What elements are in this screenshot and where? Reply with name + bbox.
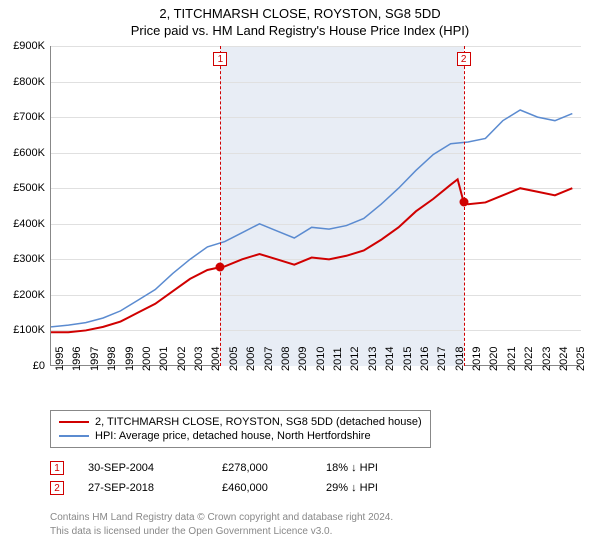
x-tick-label: 2021: [506, 347, 518, 371]
y-tick-label: £300K: [13, 253, 45, 265]
x-tick-label: 2017: [436, 347, 448, 371]
legend-label: HPI: Average price, detached house, Nort…: [95, 430, 371, 442]
y-tick-label: £0: [33, 360, 45, 372]
x-tick-label: 2003: [193, 347, 205, 371]
x-tick-label: 2015: [402, 347, 414, 371]
x-tick-label: 2012: [349, 347, 361, 371]
x-tick-label: 2020: [488, 347, 500, 371]
x-tick-label: 1995: [54, 347, 66, 371]
x-tick-label: 2013: [367, 347, 379, 371]
x-tick-label: 2007: [263, 347, 275, 371]
transaction-row: 1 30-SEP-2004 £278,000 18% ↓ HPI: [50, 458, 426, 478]
data-point-dot: [459, 198, 468, 207]
x-tick-label: 1998: [106, 347, 118, 371]
x-tick-label: 2000: [141, 347, 153, 371]
data-point-dot: [216, 263, 225, 272]
transactions-table: 1 30-SEP-2004 £278,000 18% ↓ HPI 2 27-SEP-201…: [50, 458, 426, 498]
legend: 2, TITCHMARSH CLOSE, ROYSTON, SG8 5DD (d…: [50, 410, 431, 448]
y-tick-label: £500K: [13, 182, 45, 194]
transaction-price: £278,000: [222, 462, 302, 474]
legend-swatch: [59, 421, 89, 423]
x-tick-label: 2018: [454, 347, 466, 371]
line-series: [51, 46, 581, 366]
x-tick-label: 2010: [315, 347, 327, 371]
y-tick-label: £700K: [13, 111, 45, 123]
x-tick-label: 2008: [280, 347, 292, 371]
footer-copyright: Contains HM Land Registry data © Crown c…: [50, 512, 393, 523]
marker-label: 2: [457, 52, 471, 66]
x-tick-label: 1997: [89, 347, 101, 371]
x-tick-label: 2022: [523, 347, 535, 371]
transaction-date: 27-SEP-2018: [88, 482, 198, 494]
legend-label: 2, TITCHMARSH CLOSE, ROYSTON, SG8 5DD (d…: [95, 416, 422, 428]
x-tick-label: 1996: [71, 347, 83, 371]
x-tick-label: 2016: [419, 347, 431, 371]
transaction-date: 30-SEP-2004: [88, 462, 198, 474]
y-tick-label: £200K: [13, 289, 45, 301]
transaction-marker: 2: [50, 481, 64, 495]
x-tick-label: 2023: [541, 347, 553, 371]
y-tick-label: £800K: [13, 76, 45, 88]
chart-title: 2, TITCHMARSH CLOSE, ROYSTON, SG8 5DD: [0, 0, 600, 21]
chart-subtitle: Price paid vs. HM Land Registry's House …: [0, 21, 600, 38]
x-tick-label: 2004: [210, 347, 222, 371]
transaction-row: 2 27-SEP-2018 £460,000 29% ↓ HPI: [50, 478, 426, 498]
x-tick-label: 2001: [158, 347, 170, 371]
chart-container: 2, TITCHMARSH CLOSE, ROYSTON, SG8 5DD Pr…: [0, 0, 600, 560]
marker-label: 1: [213, 52, 227, 66]
x-tick-label: 1999: [124, 347, 136, 371]
x-tick-label: 2002: [176, 347, 188, 371]
x-tick-label: 2006: [245, 347, 257, 371]
x-tick-label: 2005: [228, 347, 240, 371]
x-tick-label: 2024: [558, 347, 570, 371]
x-tick-label: 2019: [471, 347, 483, 371]
y-tick-label: £600K: [13, 147, 45, 159]
transaction-diff: 29% ↓ HPI: [326, 482, 426, 494]
y-tick-label: £900K: [13, 40, 45, 52]
chart-area: 12 £0£100K£200K£300K£400K£500K£600K£700K…: [50, 46, 580, 366]
footer-license: This data is licensed under the Open Gov…: [50, 526, 332, 537]
transaction-marker: 1: [50, 461, 64, 475]
x-tick-label: 2011: [332, 347, 344, 371]
legend-item: 2, TITCHMARSH CLOSE, ROYSTON, SG8 5DD (d…: [59, 415, 422, 429]
transaction-price: £460,000: [222, 482, 302, 494]
legend-swatch: [59, 435, 89, 437]
x-tick-label: 2009: [297, 347, 309, 371]
x-tick-label: 2025: [575, 347, 587, 371]
legend-item: HPI: Average price, detached house, Nort…: [59, 429, 422, 443]
plot-region: 12: [50, 46, 580, 366]
x-tick-label: 2014: [384, 347, 396, 371]
y-tick-label: £100K: [13, 324, 45, 336]
y-tick-label: £400K: [13, 218, 45, 230]
transaction-diff: 18% ↓ HPI: [326, 462, 426, 474]
